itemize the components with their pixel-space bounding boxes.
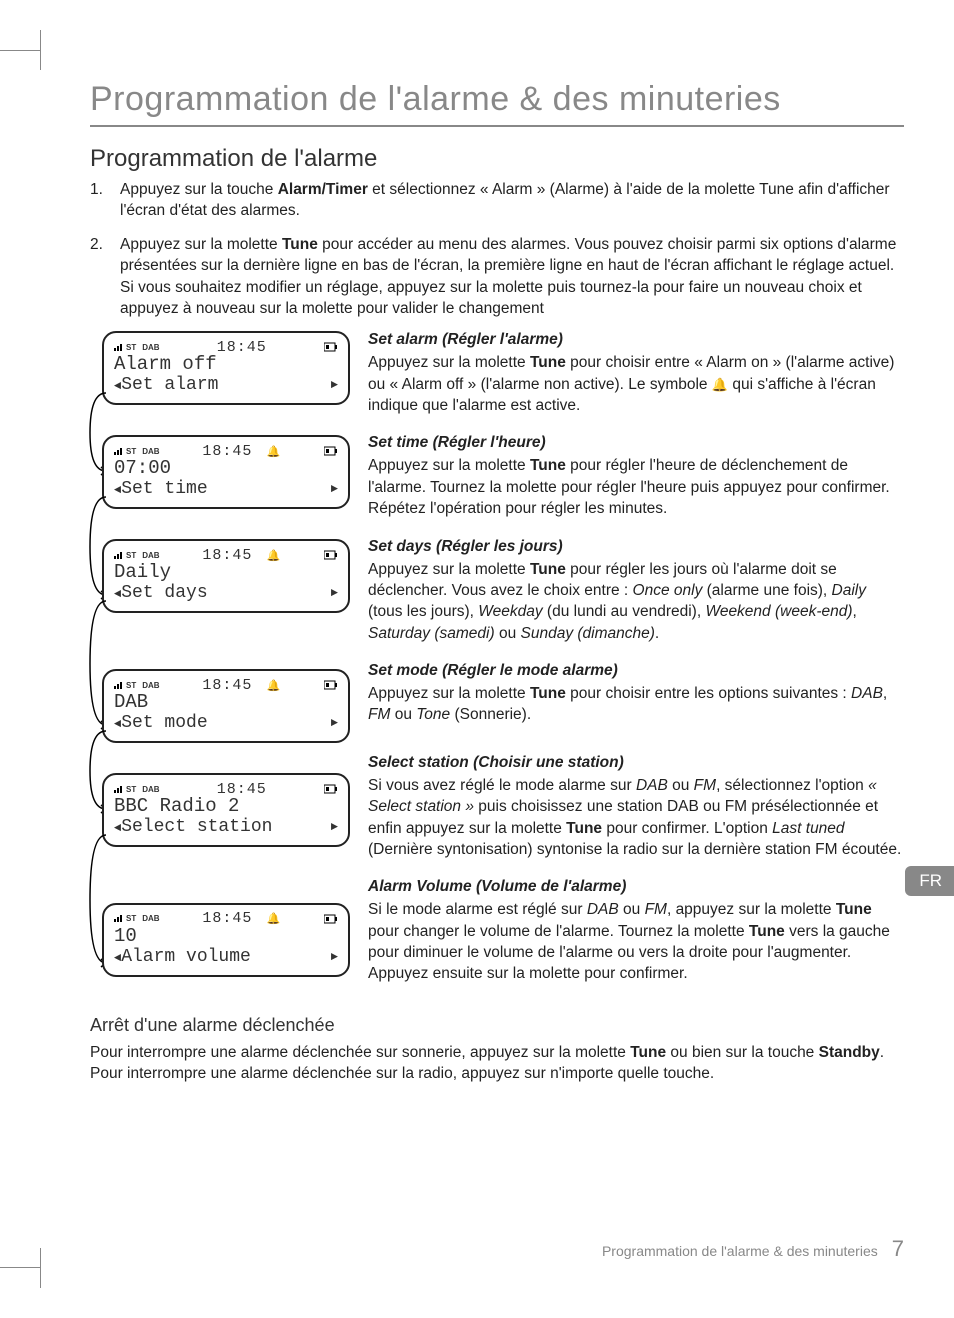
desc-select-station: Select station (Choisir une station) Si … <box>368 754 904 861</box>
desc-title: Set time (Régler l'heure) <box>368 434 904 452</box>
flow-area: ST DAB 18:45 Alarm off ◄Set alarm► <box>90 331 904 1007</box>
lcd-line1: DAB <box>114 693 338 713</box>
desc-title: Select station (Choisir une station) <box>368 754 904 772</box>
lcd-line1: 07:00 <box>114 459 338 479</box>
lcd-block-4: ST DAB 18:45 🔔 DAB ◄Set mode► <box>90 669 350 743</box>
stereo-indicator: ST <box>126 343 136 352</box>
lcd-menu: ◄Set alarm► <box>114 375 338 395</box>
dab-indicator: DAB <box>142 447 159 456</box>
lcd-block-6: ST DAB 18:45 🔔 10 ◄Alarm volume► <box>90 903 350 977</box>
desc-set-mode: Set mode (Régler le mode alarme) Appuyez… <box>368 662 904 726</box>
signal-icon <box>114 552 122 559</box>
language-tab: FR <box>905 866 954 896</box>
desc-title: Set alarm (Régler l'alarme) <box>368 331 904 349</box>
lcd-clock: 18:45 🔔 <box>160 443 324 460</box>
lcd-screen: ST DAB 18:45 🔔 DAB ◄Set mode► <box>102 669 350 743</box>
lcd-menu: ◄Set days► <box>114 583 338 603</box>
step-num: 1. <box>90 179 103 200</box>
bell-icon: 🔔 <box>266 681 281 693</box>
crop-mark-tl <box>0 30 60 90</box>
desc-alarm-volume: Alarm Volume (Volume de l'alarme) Si le … <box>368 878 904 985</box>
crop-mark-bl <box>0 1228 60 1288</box>
footer-text: Programmation de l'alarme & des minuteri… <box>602 1243 878 1259</box>
desc-title: Set days (Régler les jours) <box>368 538 904 556</box>
dab-indicator: DAB <box>142 551 159 560</box>
stereo-indicator: ST <box>126 914 136 923</box>
battery-icon <box>324 550 338 560</box>
desc-text: Appuyez sur la molette Tune pour choisir… <box>368 352 904 416</box>
step-text: Appuyez sur la touche <box>120 181 278 198</box>
lcd-menu: ◄Select station► <box>114 817 338 837</box>
stereo-indicator: ST <box>126 681 136 690</box>
description-column: Set alarm (Régler l'alarme) Appuyez sur … <box>368 331 904 1007</box>
signal-icon <box>114 344 122 351</box>
step-2: 2. Appuyez sur la molette Tune pour accé… <box>120 234 904 320</box>
lcd-block-5: ST DAB 18:45 BBC Radio 2 ◄Select station… <box>90 773 350 847</box>
lcd-screen: ST DAB 18:45 🔔 10 ◄Alarm volume► <box>102 903 350 977</box>
lcd-line1: Alarm off <box>114 355 338 375</box>
desc-set-days: Set days (Régler les jours) Appuyez sur … <box>368 538 904 645</box>
desc-text: Appuyez sur la molette Tune pour régler … <box>368 455 904 519</box>
stop-alarm-text: Pour interrompre une alarme déclenchée s… <box>90 1042 904 1085</box>
stereo-indicator: ST <box>126 551 136 560</box>
stop-alarm-title: Arrêt d'une alarme déclenchée <box>90 1015 904 1036</box>
lcd-block-2: ST DAB 18:45 🔔 07:00 ◄Set time► <box>90 435 350 509</box>
step-text: Appuyez sur la molette <box>120 236 282 253</box>
page-number: 7 <box>892 1236 904 1262</box>
step-bold: Alarm/Timer <box>278 181 368 198</box>
lcd-screen: ST DAB 18:45 BBC Radio 2 ◄Select station… <box>102 773 350 847</box>
signal-icon <box>114 915 122 922</box>
lcd-block-1: ST DAB 18:45 Alarm off ◄Set alarm► <box>90 331 350 405</box>
lcd-menu: ◄Set mode► <box>114 713 338 733</box>
battery-icon <box>324 784 338 794</box>
lcd-screen: ST DAB 18:45 🔔 07:00 ◄Set time► <box>102 435 350 509</box>
lcd-screen: ST DAB 18:45 Alarm off ◄Set alarm► <box>102 331 350 405</box>
desc-text: Si le mode alarme est réglé sur DAB ou F… <box>368 899 904 985</box>
lcd-line1: 10 <box>114 927 338 947</box>
signal-icon <box>114 682 122 689</box>
page-title: Programmation de l'alarme & des minuteri… <box>90 80 904 127</box>
bell-icon: 🔔 <box>266 551 281 563</box>
signal-icon <box>114 448 122 455</box>
lcd-screen: ST DAB 18:45 🔔 Daily ◄Set days► <box>102 539 350 613</box>
stereo-indicator: ST <box>126 447 136 456</box>
step-bold: Tune <box>282 236 318 253</box>
dab-indicator: DAB <box>142 785 159 794</box>
signal-icon <box>114 786 122 793</box>
stereo-indicator: ST <box>126 785 136 794</box>
lcd-clock: 18:45 🔔 <box>160 677 324 694</box>
desc-set-time: Set time (Régler l'heure) Appuyez sur la… <box>368 434 904 519</box>
desc-text: Appuyez sur la molette Tune pour régler … <box>368 559 904 645</box>
bell-icon: 🔔 <box>266 447 281 459</box>
step-1: 1. Appuyez sur la touche Alarm/Timer et … <box>120 179 904 222</box>
lcd-menu: ◄Set time► <box>114 479 338 499</box>
lcd-clock: 18:45 🔔 <box>160 910 324 927</box>
page-content: Programmation de l'alarme & des minuteri… <box>0 0 954 1125</box>
desc-title: Alarm Volume (Volume de l'alarme) <box>368 878 904 896</box>
desc-set-alarm: Set alarm (Régler l'alarme) Appuyez sur … <box>368 331 904 416</box>
lcd-block-3: ST DAB 18:45 🔔 Daily ◄Set days► <box>90 539 350 613</box>
lcd-column: ST DAB 18:45 Alarm off ◄Set alarm► <box>90 331 350 1007</box>
battery-icon <box>324 680 338 690</box>
desc-text: Appuyez sur la molette Tune pour choisir… <box>368 683 904 726</box>
bell-icon: 🔔 <box>266 914 281 926</box>
battery-icon <box>324 446 338 456</box>
desc-title: Set mode (Régler le mode alarme) <box>368 662 904 680</box>
battery-icon <box>324 342 338 352</box>
section-title: Programmation de l'alarme <box>90 145 904 173</box>
dab-indicator: DAB <box>142 343 159 352</box>
lcd-line1: BBC Radio 2 <box>114 797 338 817</box>
page-footer: Programmation de l'alarme & des minuteri… <box>602 1236 904 1262</box>
dab-indicator: DAB <box>142 914 159 923</box>
dab-indicator: DAB <box>142 681 159 690</box>
steps-list: 1. Appuyez sur la touche Alarm/Timer et … <box>90 179 904 319</box>
desc-text: Si vous avez réglé le mode alarme sur DA… <box>368 775 904 861</box>
step-num: 2. <box>90 234 103 255</box>
lcd-clock: 18:45 🔔 <box>160 547 324 564</box>
battery-icon <box>324 914 338 924</box>
lcd-menu: ◄Alarm volume► <box>114 947 338 967</box>
lcd-line1: Daily <box>114 563 338 583</box>
